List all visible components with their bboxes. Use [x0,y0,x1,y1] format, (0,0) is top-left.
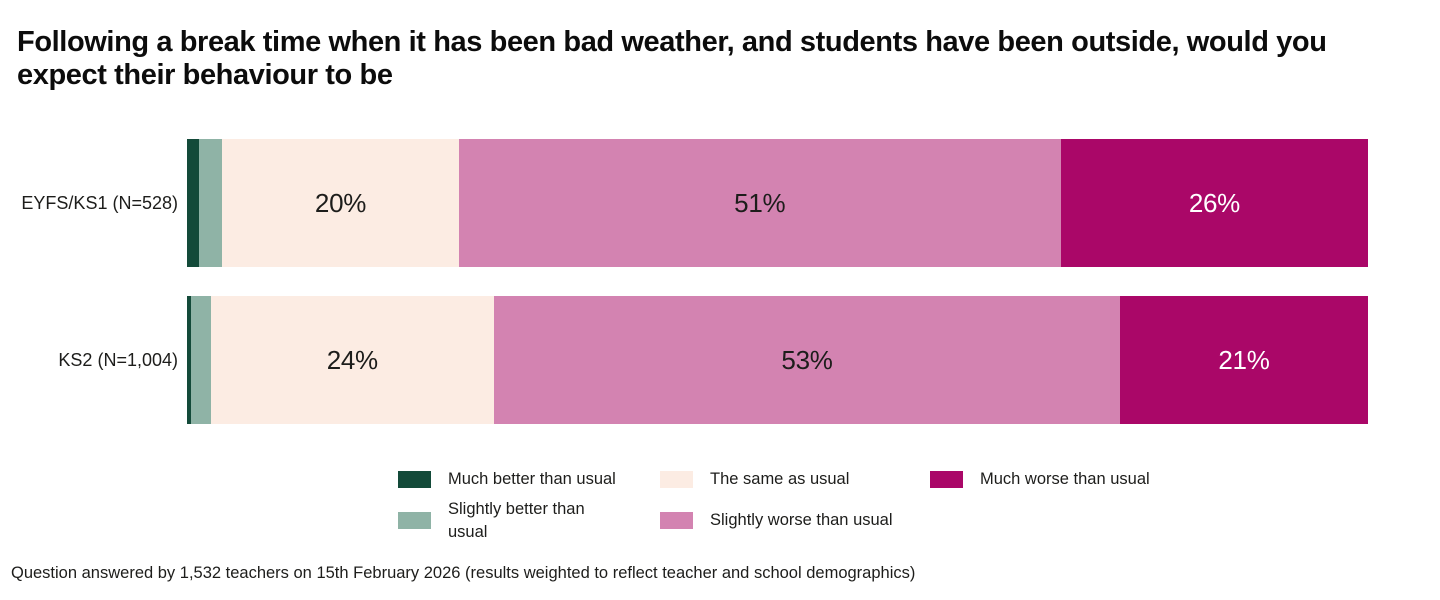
legend-swatch-much-worse [930,470,963,488]
legend-swatch-same [660,470,693,488]
page-title: Following a break time when it has been … [17,26,1327,92]
bar-segment: 51% [458,139,1061,268]
segment-value-label: 53% [781,344,833,375]
bar-row-eyfs-ks1: EYFS/KS1 (N=528) 20% 51% 26% [0,139,1368,268]
segment-value-label: 24% [326,344,378,375]
bar-segment [198,139,223,268]
source-note: Question answered by 1,532 teachers on 1… [11,563,916,582]
segment-value-label: 51% [734,187,786,218]
bar: 24% 53% 21% [187,296,1368,425]
legend-label: Slightly better than usual [448,500,585,541]
legend-swatch-slightly-worse [660,512,693,530]
legend: Much better than usual Slightly better t… [398,468,1400,543]
legend-swatch-much-better [398,470,431,488]
legend-swatch-slightly-better [398,512,431,530]
bar-segment [190,296,211,425]
legend-label: Slightly worse than usual [710,511,893,530]
legend-item-same: The same as usual [660,468,930,490]
segment-value-label: 20% [314,187,367,218]
bar: 20% 51% 26% [187,139,1368,268]
legend-label: The same as usual [710,470,850,489]
bar-segment: 26% [1060,139,1368,268]
bar-segment: 20% [222,139,459,268]
legend-label: Much worse than usual [980,470,1150,489]
legend-item-much-worse: Much worse than usual [930,468,1400,490]
category-label-eyfs-ks1: EYFS/KS1 (N=528) [21,192,178,213]
bar-segment [187,139,199,268]
legend-item-slightly-better: Slightly better than usual [398,498,660,543]
segment-value-label: 26% [1188,187,1240,218]
legend-item-much-better: Much better than usual [398,468,660,490]
legend-item-slightly-worse: Slightly worse than usual [660,498,930,543]
segment-value-label: 21% [1218,344,1270,375]
category-label-ks2: KS2 (N=1,004) [58,349,178,370]
stacked-bar-chart: EYFS/KS1 (N=528) 20% 51% 26% KS2 (N=1,004)… [0,139,1440,425]
bar-segment [187,296,191,425]
bar-row-ks2: KS2 (N=1,004) 24% 53% 21% [0,296,1368,425]
legend-label: Much better than usual [448,470,616,489]
bar-segment: 24% [210,296,495,425]
bar-segment: 21% [1119,296,1368,425]
bar-segment: 53% [494,296,1120,425]
